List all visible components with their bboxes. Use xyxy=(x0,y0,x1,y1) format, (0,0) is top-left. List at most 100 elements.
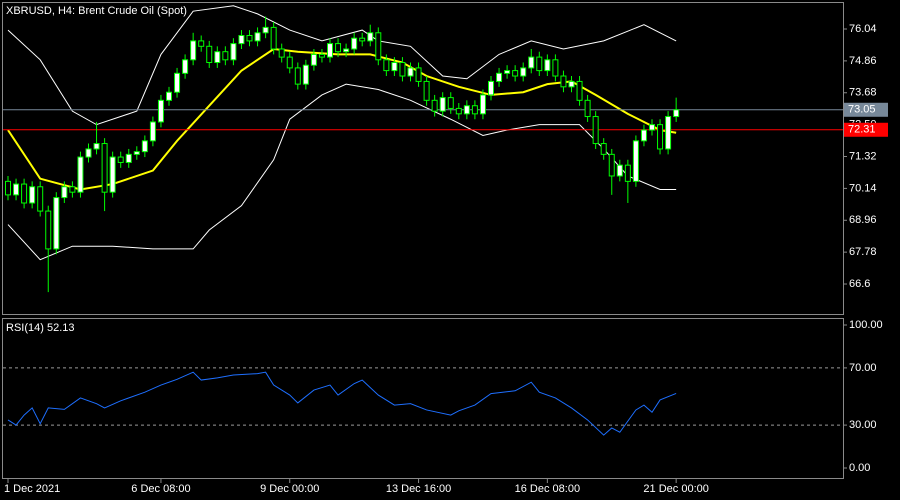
candle-body xyxy=(335,43,342,53)
rsi-title: RSI(14) 52.13 xyxy=(6,322,74,334)
candle-body xyxy=(359,37,366,42)
y-tick-label: 70.14 xyxy=(849,182,877,194)
candle-body xyxy=(399,62,406,77)
candle-body xyxy=(544,59,551,72)
candle-body xyxy=(5,180,11,196)
candle-body xyxy=(415,67,422,82)
candle-body xyxy=(488,80,494,96)
candle-body xyxy=(383,59,390,72)
candle-body xyxy=(504,70,511,74)
y-tick-label: 66.6 xyxy=(849,278,870,290)
candle-body xyxy=(141,140,148,153)
candle-body xyxy=(351,37,358,50)
candle-body xyxy=(431,99,438,112)
rsi-panel xyxy=(2,318,844,479)
candle-body xyxy=(463,105,470,115)
candle-body xyxy=(85,148,92,158)
candle-body xyxy=(616,164,623,177)
candle-body xyxy=(592,116,599,145)
candle-body xyxy=(133,151,140,155)
candle-body xyxy=(190,40,197,61)
candle-body xyxy=(278,48,285,58)
candle-body xyxy=(262,26,269,34)
candle-body xyxy=(584,99,591,118)
candle-body xyxy=(318,53,325,58)
candle-body xyxy=(512,70,519,77)
candle-body xyxy=(608,153,615,177)
candle-body xyxy=(302,64,309,85)
y-tick-label: 71.32 xyxy=(849,150,877,162)
candle-body xyxy=(109,156,116,193)
candle-body xyxy=(391,62,398,72)
candle-body xyxy=(407,67,414,77)
price-label-box xyxy=(844,122,888,137)
candle-body xyxy=(439,97,446,112)
candle-body xyxy=(657,124,664,150)
candle-body xyxy=(471,105,478,115)
candle-body xyxy=(254,32,261,42)
candle-body xyxy=(13,183,20,196)
band-line xyxy=(7,5,677,126)
x-tick-label: 1 Dec 2021 xyxy=(4,483,60,495)
candle-body xyxy=(157,99,164,123)
candle-body xyxy=(246,34,253,42)
candle-body xyxy=(520,67,527,77)
candle-body xyxy=(101,143,108,193)
y-tick-label: 76.04 xyxy=(849,23,877,35)
candle-body xyxy=(214,51,221,64)
candle-body xyxy=(166,91,172,101)
candle-body xyxy=(45,210,52,250)
candle-body xyxy=(182,59,189,74)
candle-body xyxy=(174,72,181,93)
candle-body xyxy=(327,43,333,58)
y-tick-label: 73.68 xyxy=(849,87,877,99)
chart-title: XBRUSD, H4: Brent Crude Oil (Spot) xyxy=(6,5,187,17)
candle-body xyxy=(117,156,124,163)
rsi-line xyxy=(7,371,677,436)
x-tick-label: 9 Dec 00:00 xyxy=(260,483,319,495)
candle-body xyxy=(77,156,84,193)
y-tick-label: 0.00 xyxy=(849,462,870,474)
candle-body xyxy=(447,97,454,109)
candle-body xyxy=(294,67,301,85)
price-panel xyxy=(2,2,844,315)
candle-body xyxy=(125,153,132,163)
price-label-box xyxy=(844,102,888,117)
candle-body xyxy=(576,80,583,101)
candle-body xyxy=(222,51,229,61)
y-tick-label: 100.00 xyxy=(849,319,883,331)
candle-body xyxy=(600,143,607,155)
candle-body xyxy=(230,43,237,61)
y-tick-label: 68.96 xyxy=(849,214,877,226)
candle-body xyxy=(37,186,44,212)
y-tick-label: 74.86 xyxy=(849,55,877,67)
candle-body xyxy=(238,34,245,45)
candle-body xyxy=(560,75,567,88)
candle-body xyxy=(640,129,647,142)
x-tick-label: 6 Dec 08:00 xyxy=(131,483,190,495)
candle-body xyxy=(343,48,350,53)
candle-body xyxy=(286,56,293,69)
candle-body xyxy=(29,186,36,204)
candle-body xyxy=(455,107,462,115)
band-line xyxy=(7,83,677,261)
price-label: 72.31 xyxy=(848,124,876,136)
candle-body xyxy=(632,140,639,182)
candle-body xyxy=(423,80,430,101)
candle-body xyxy=(673,109,680,118)
candle-body xyxy=(69,186,76,193)
x-tick-label: 13 Dec 16:00 xyxy=(386,483,451,495)
x-tick-label: 21 Dec 00:00 xyxy=(643,483,708,495)
candle-body xyxy=(21,183,28,204)
candle-body xyxy=(552,59,559,77)
candle-body xyxy=(528,56,535,69)
candle-body xyxy=(479,94,486,115)
candle-body xyxy=(149,121,156,142)
candle-body xyxy=(53,197,60,250)
candle-body xyxy=(568,80,575,88)
y-tick-label: 30.00 xyxy=(849,419,877,431)
candle-body xyxy=(93,143,100,150)
candle-body xyxy=(206,45,213,64)
candle-body xyxy=(61,186,68,199)
